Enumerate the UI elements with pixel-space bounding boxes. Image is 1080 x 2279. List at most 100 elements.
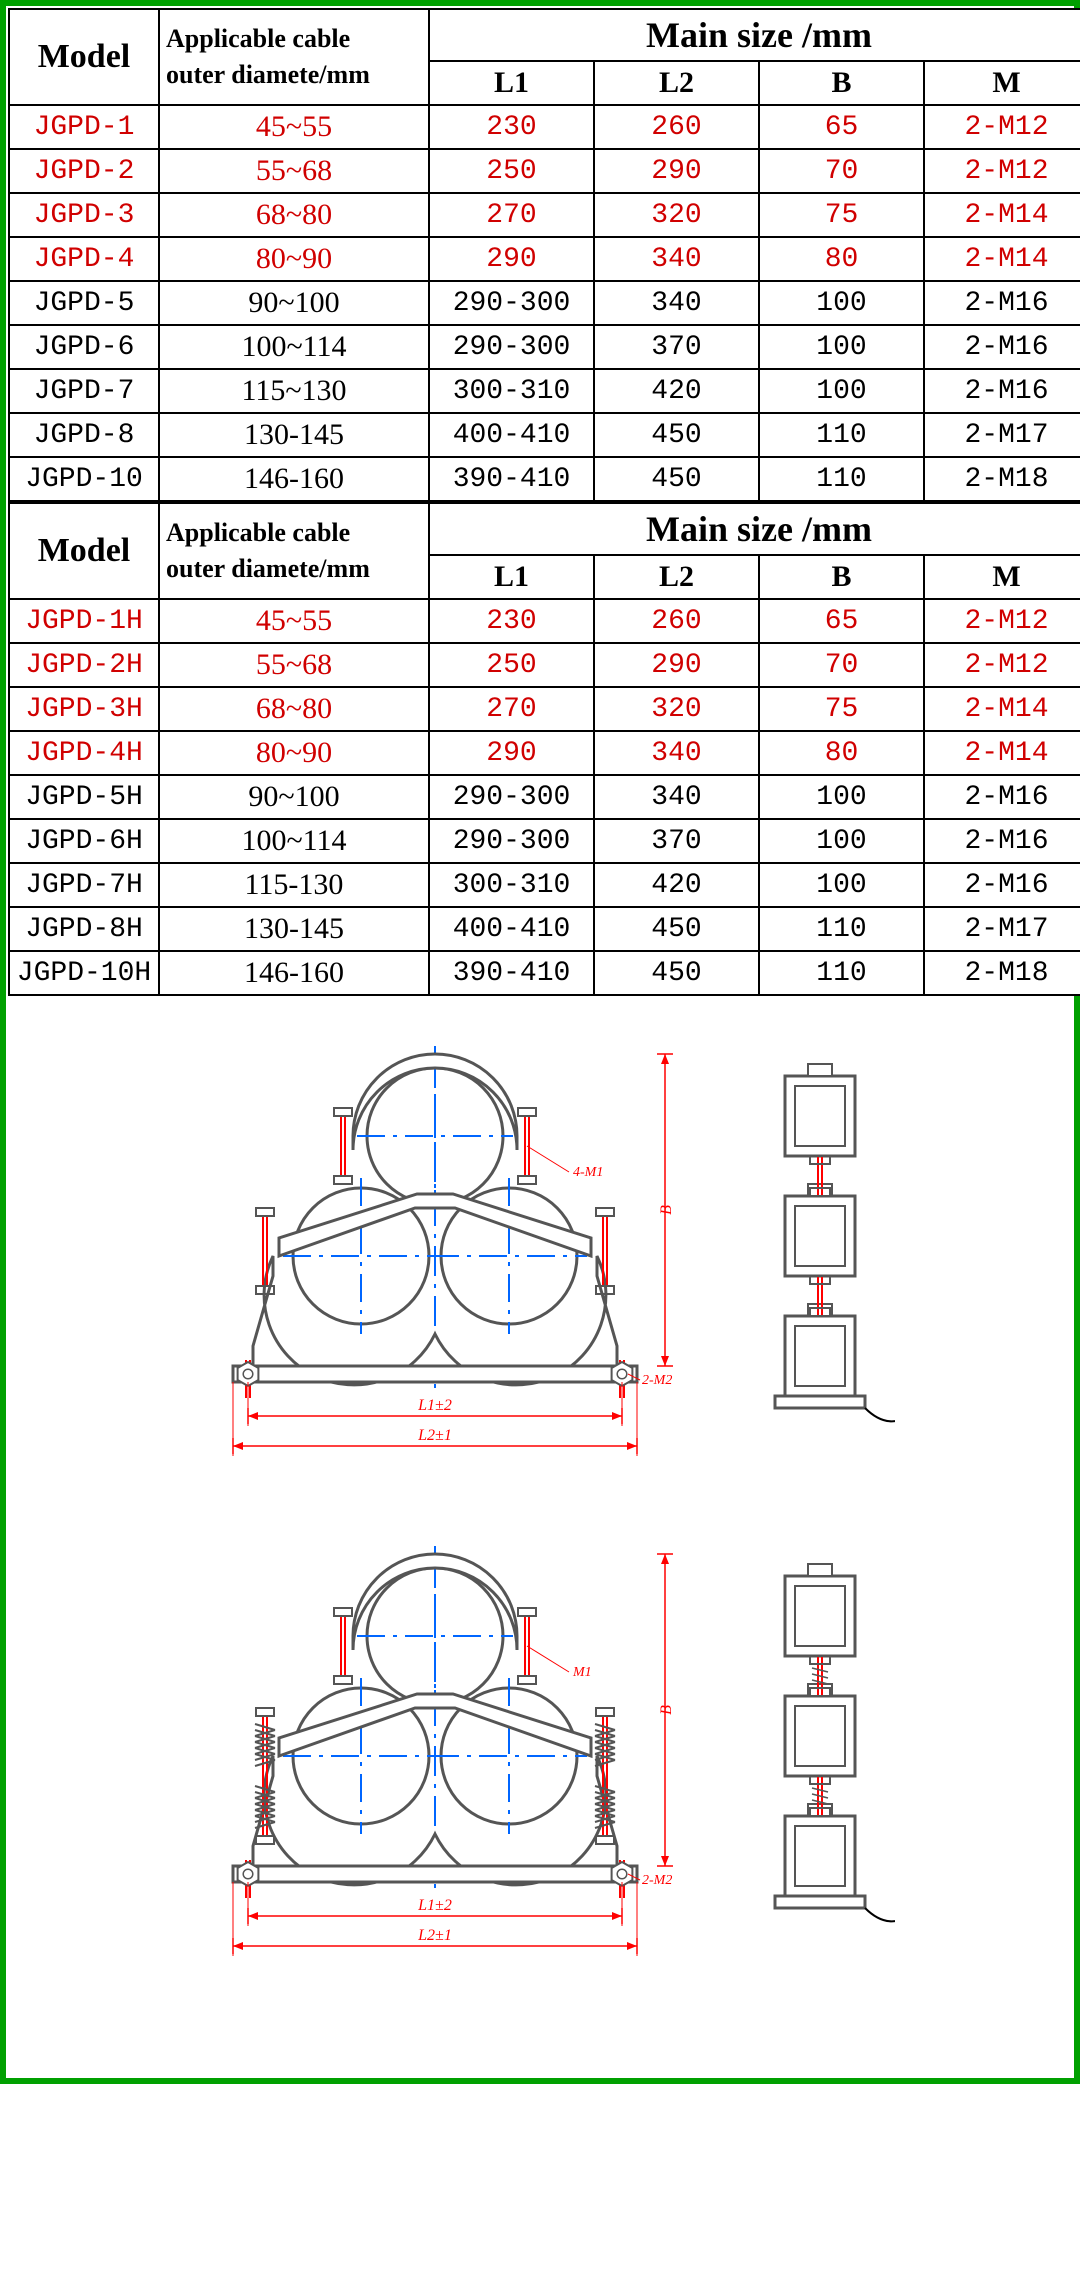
clamp-front-2: L1±2L2±1M12-M2B xyxy=(185,1516,705,2016)
cell-m: 2-M18 xyxy=(924,457,1080,501)
cell-l2: 260 xyxy=(594,599,759,643)
table-row: JGPD-10146-160390-4104501102-M18 xyxy=(9,457,1080,501)
cell-l1: 290 xyxy=(429,731,594,775)
cell-m: 2-M16 xyxy=(924,863,1080,907)
clamp-side-2 xyxy=(745,1516,895,2016)
cell-diam: 90~100 xyxy=(159,281,429,325)
cell-diam: 55~68 xyxy=(159,149,429,193)
th-l1-2: L1 xyxy=(429,555,594,599)
cell-l1: 400-410 xyxy=(429,907,594,951)
th-model-2: Model xyxy=(9,503,159,599)
cell-m: 2-M14 xyxy=(924,687,1080,731)
cell-b: 100 xyxy=(759,325,924,369)
cell-b: 110 xyxy=(759,457,924,501)
cell-l2: 450 xyxy=(594,907,759,951)
cell-l1: 250 xyxy=(429,643,594,687)
cell-diam: 146-160 xyxy=(159,457,429,501)
th-model: Model xyxy=(9,9,159,105)
cell-m: 2-M12 xyxy=(924,599,1080,643)
cell-b: 110 xyxy=(759,951,924,995)
cell-diam: 130-145 xyxy=(159,413,429,457)
cell-l1: 290 xyxy=(429,237,594,281)
cell-model: JGPD-4 xyxy=(9,237,159,281)
cell-b: 100 xyxy=(759,369,924,413)
cell-model: JGPD-5H xyxy=(9,775,159,819)
clamp-side-1 xyxy=(745,1016,895,1476)
cell-l1: 290-300 xyxy=(429,281,594,325)
cell-l1: 230 xyxy=(429,105,594,149)
cell-l2: 340 xyxy=(594,775,759,819)
cell-l2: 260 xyxy=(594,105,759,149)
th-b-2: B xyxy=(759,555,924,599)
cell-b: 100 xyxy=(759,281,924,325)
svg-text:2-M2: 2-M2 xyxy=(642,1873,672,1888)
diagram-row-2: L1±2L2±1M12-M2B xyxy=(8,1516,1072,2016)
cell-b: 65 xyxy=(759,599,924,643)
cell-m: 2-M16 xyxy=(924,775,1080,819)
cell-model: JGPD-1H xyxy=(9,599,159,643)
cell-l2: 290 xyxy=(594,149,759,193)
cell-diam: 130-145 xyxy=(159,907,429,951)
cell-model: JGPD-10H xyxy=(9,951,159,995)
diagram-area: L1±2L2±14-M12-M2B L1±2L2±1M12-M2B xyxy=(8,996,1072,2076)
cell-m: 2-M18 xyxy=(924,951,1080,995)
cell-l1: 300-310 xyxy=(429,369,594,413)
cell-m: 2-M16 xyxy=(924,325,1080,369)
cell-b: 75 xyxy=(759,193,924,237)
cell-m: 2-M14 xyxy=(924,193,1080,237)
table-row: JGPD-7115~130300-3104201002-M16 xyxy=(9,369,1080,413)
cell-diam: 100~114 xyxy=(159,819,429,863)
cell-model: JGPD-7H xyxy=(9,863,159,907)
cell-m: 2-M12 xyxy=(924,149,1080,193)
cell-m: 2-M17 xyxy=(924,413,1080,457)
cell-l2: 370 xyxy=(594,819,759,863)
cell-m: 2-M16 xyxy=(924,819,1080,863)
cell-model: JGPD-6H xyxy=(9,819,159,863)
diagram-row-1: L1±2L2±14-M12-M2B xyxy=(8,1016,1072,1476)
cell-l2: 450 xyxy=(594,457,759,501)
cell-l2: 320 xyxy=(594,193,759,237)
svg-text:L1±2: L1±2 xyxy=(417,1397,452,1414)
cell-model: JGPD-4H xyxy=(9,731,159,775)
cell-b: 75 xyxy=(759,687,924,731)
th-l2: L2 xyxy=(594,61,759,105)
svg-text:B: B xyxy=(658,1205,675,1215)
cell-model: JGPD-8 xyxy=(9,413,159,457)
cell-diam: 80~90 xyxy=(159,731,429,775)
table-row: JGPD-4H80~90290340802-M14 xyxy=(9,731,1080,775)
th-m: M xyxy=(924,61,1080,105)
cell-m: 2-M14 xyxy=(924,731,1080,775)
cell-l2: 450 xyxy=(594,413,759,457)
table-row: JGPD-255~68250290702-M12 xyxy=(9,149,1080,193)
table1-body: JGPD-145~55230260652-M12JGPD-255~6825029… xyxy=(9,105,1080,501)
page: Model Applicable cableouter diamete/mm M… xyxy=(0,0,1080,2084)
cell-l1: 270 xyxy=(429,193,594,237)
cell-diam: 115~130 xyxy=(159,369,429,413)
cell-b: 110 xyxy=(759,413,924,457)
cell-diam: 115-130 xyxy=(159,863,429,907)
cell-l1: 290-300 xyxy=(429,819,594,863)
cell-m: 2-M14 xyxy=(924,237,1080,281)
cell-model: JGPD-8H xyxy=(9,907,159,951)
cell-l1: 300-310 xyxy=(429,863,594,907)
cell-m: 2-M16 xyxy=(924,281,1080,325)
cell-b: 110 xyxy=(759,907,924,951)
cell-b: 100 xyxy=(759,775,924,819)
cell-l2: 450 xyxy=(594,951,759,995)
cell-l1: 270 xyxy=(429,687,594,731)
cell-model: JGPD-1 xyxy=(9,105,159,149)
table-row: JGPD-2H55~68250290702-M12 xyxy=(9,643,1080,687)
table2-body: JGPD-1H45~55230260652-M12JGPD-2H55~68250… xyxy=(9,599,1080,995)
th-l2-2: L2 xyxy=(594,555,759,599)
cell-model: JGPD-3 xyxy=(9,193,159,237)
table-row: JGPD-368~80270320752-M14 xyxy=(9,193,1080,237)
cell-m: 2-M17 xyxy=(924,907,1080,951)
cell-b: 80 xyxy=(759,237,924,281)
table-row: JGPD-8H130-145400-4104501102-M17 xyxy=(9,907,1080,951)
th-main-size: Main size /mm xyxy=(429,9,1080,61)
cell-l2: 420 xyxy=(594,863,759,907)
table-row: JGPD-7H115-130300-3104201002-M16 xyxy=(9,863,1080,907)
cell-b: 65 xyxy=(759,105,924,149)
cell-b: 70 xyxy=(759,643,924,687)
table-row: JGPD-145~55230260652-M12 xyxy=(9,105,1080,149)
